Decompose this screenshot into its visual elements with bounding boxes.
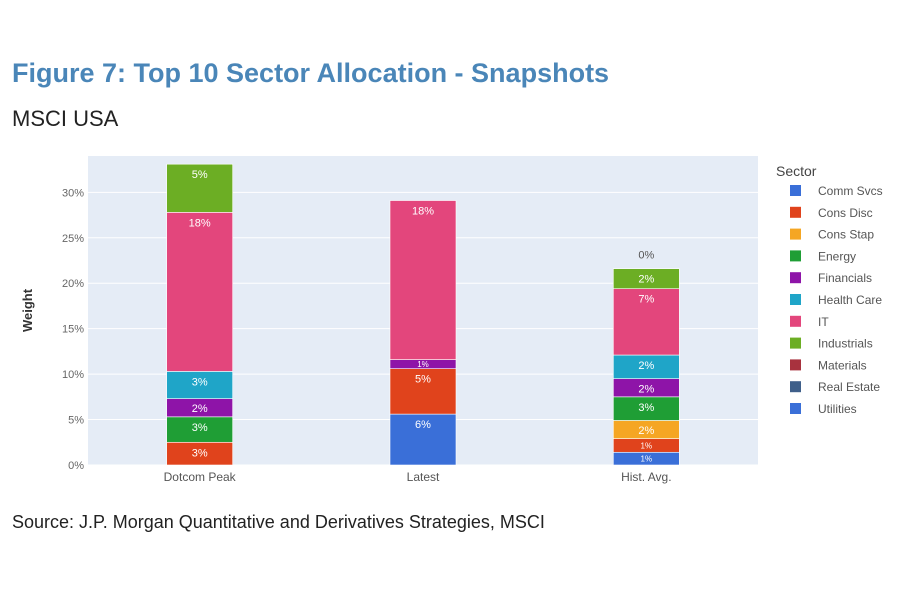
data-label: 2% xyxy=(638,383,654,395)
data-label: 3% xyxy=(638,402,654,414)
y-tick-label: 25% xyxy=(62,233,84,245)
data-label: 6% xyxy=(415,419,431,431)
legend-swatch xyxy=(790,337,801,349)
legend-swatch xyxy=(790,403,801,414)
bar-segment-industrials xyxy=(166,163,233,213)
legend-item-label: Industrials xyxy=(818,337,873,351)
y-tick-label: 15% xyxy=(62,324,84,336)
figure-title: Figure 7: Top 10 Sector Allocation - Sna… xyxy=(12,58,610,88)
legend-swatch xyxy=(790,272,801,284)
y-tick-label: 10% xyxy=(62,369,84,381)
x-tick-label: Hist. Avg. xyxy=(621,470,671,484)
data-label: 3% xyxy=(192,422,208,434)
source-note: Source: J.P. Morgan Quantitative and Der… xyxy=(12,512,545,532)
data-label: 2% xyxy=(638,274,654,286)
data-label: 7% xyxy=(638,294,654,306)
legend-item-label: Financials xyxy=(818,271,872,285)
legend-item-label: Energy xyxy=(818,249,856,263)
y-tick-label: 0% xyxy=(68,460,84,472)
data-label: 0% xyxy=(638,250,654,262)
data-label: 2% xyxy=(192,403,208,415)
legend-swatch xyxy=(790,185,801,196)
data-label: 5% xyxy=(192,169,208,181)
legend-item-label: Comm Svcs xyxy=(818,184,883,198)
y-tick-label: 5% xyxy=(68,415,84,427)
legend-item-label: IT xyxy=(818,315,829,329)
legend-swatch xyxy=(790,250,801,262)
bar-segment-it xyxy=(613,288,680,356)
legend-swatch xyxy=(790,359,801,371)
data-label: 2% xyxy=(638,425,654,437)
data-label: 1% xyxy=(641,455,653,464)
legend-swatch xyxy=(790,206,801,218)
data-label: 1% xyxy=(417,360,429,369)
legend-item-label: Materials xyxy=(818,358,867,372)
data-label: 18% xyxy=(412,206,434,218)
data-label: 2% xyxy=(638,360,654,372)
legend-swatch xyxy=(790,381,801,393)
legend-swatch xyxy=(790,294,801,305)
bar-segment-it xyxy=(389,200,457,360)
x-tick-label: Dotcom Peak xyxy=(164,470,237,484)
bar-segment-cons-disc xyxy=(389,368,457,415)
legend-item-label: Cons Stap xyxy=(818,228,874,242)
bar-segment-it xyxy=(166,212,233,372)
legend-item-label: Cons Disc xyxy=(818,206,873,220)
bar-segment-industrials xyxy=(613,268,680,289)
data-label: 18% xyxy=(189,217,211,229)
legend-swatch xyxy=(790,315,801,327)
legend-item-label: Utilities xyxy=(818,402,857,416)
data-label: 3% xyxy=(192,447,208,459)
legend-item-label: Real Estate xyxy=(818,380,880,394)
y-axis-title: Weight xyxy=(20,288,35,332)
y-tick-label: 20% xyxy=(62,278,84,290)
data-label: 3% xyxy=(192,376,208,388)
figure-subtitle: MSCI USA xyxy=(12,106,119,131)
data-label: 5% xyxy=(415,374,431,386)
legend-swatch xyxy=(790,228,801,240)
y-tick-label: 30% xyxy=(62,187,84,199)
data-label: 1% xyxy=(641,441,653,450)
legend-item-label: Health Care xyxy=(818,293,882,307)
bar-segment-health-care xyxy=(166,371,233,399)
x-tick-label: Latest xyxy=(407,470,440,484)
legend-title: Sector xyxy=(776,163,817,179)
